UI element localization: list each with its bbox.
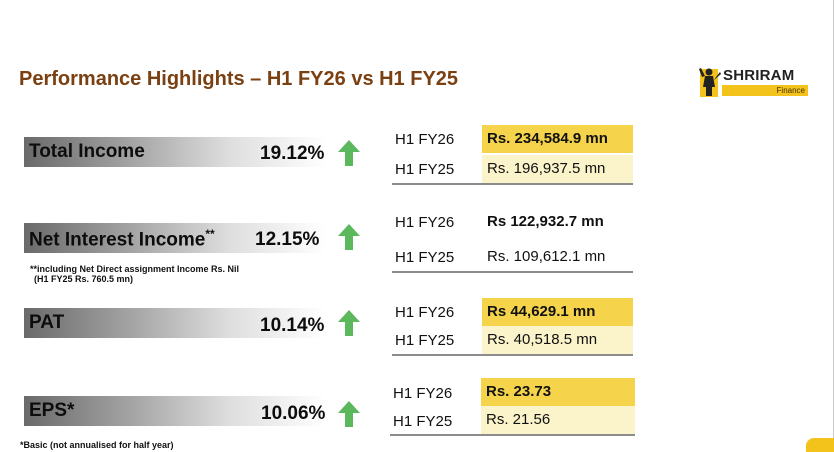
divider <box>390 434 635 436</box>
period-label-current: H1 FY26 <box>395 304 455 321</box>
metric-bar-eps: EPS* 10.06% <box>24 396 326 426</box>
page-title: Performance Highlights – H1 FY26 vs H1 F… <box>19 68 459 90</box>
nii-footnote: **including Net Direct assignment Income… <box>30 264 240 284</box>
logo-subtitle: Finance <box>722 85 808 96</box>
metric-growth-eps: 10.06% <box>261 403 326 424</box>
metric-bar-total-income: Total Income 19.12% <box>24 137 326 167</box>
metric-label-eps: EPS* <box>29 400 75 421</box>
period-label-previous: H1 FY25 <box>393 413 453 430</box>
divider <box>392 354 633 356</box>
value-previous-eps: Rs. 21.56 <box>481 406 635 434</box>
period-label-current: H1 FY26 <box>395 131 455 148</box>
metric-label-pat: PAT <box>29 312 65 333</box>
period-label-previous: H1 FY25 <box>395 249 455 266</box>
metric-label-net-interest-income: Net Interest Income** <box>29 227 215 251</box>
eps-footnote: *Basic (not annualised for half year) <box>20 440 174 450</box>
up-arrow-icon <box>338 401 360 427</box>
metric-bar-pat: PAT 10.14% <box>24 308 326 338</box>
metric-label-total-income: Total Income <box>29 141 145 162</box>
value-current-eps: Rs. 23.73 <box>481 378 635 406</box>
value-previous-pat: Rs. 40,518.5 mn <box>482 326 633 354</box>
metric-bar-net-interest-income: Net Interest Income** 12.15% <box>24 223 326 253</box>
divider <box>392 271 633 273</box>
period-label-previous: H1 FY25 <box>395 161 455 178</box>
up-arrow-icon <box>338 224 360 250</box>
period-label-current: H1 FY26 <box>395 214 455 231</box>
logo-figure-icon <box>699 68 721 97</box>
value-current-pat: Rs 44,629.1 mn <box>482 298 633 326</box>
metric-growth-net-interest-income: 12.15% <box>255 229 320 250</box>
corner-accent <box>806 438 834 452</box>
period-label-previous: H1 FY25 <box>395 332 455 349</box>
divider <box>392 183 633 185</box>
value-current-total-income: Rs. 234,584.9 mn <box>482 125 633 153</box>
metric-growth-pat: 10.14% <box>260 315 325 336</box>
up-arrow-icon <box>338 140 360 166</box>
brand-logo: SHRIRAM Finance <box>697 63 808 99</box>
logo-name: SHRIRAM <box>723 67 795 84</box>
period-label-current: H1 FY26 <box>393 385 453 402</box>
value-previous-net-interest-income: Rs. 109,612.1 mn <box>487 248 606 265</box>
value-previous-total-income: Rs. 196,937.5 mn <box>482 155 633 183</box>
value-current-net-interest-income: Rs 122,932.7 mn <box>487 213 604 230</box>
metric-growth-total-income: 19.12% <box>260 143 325 164</box>
up-arrow-icon <box>338 310 360 336</box>
